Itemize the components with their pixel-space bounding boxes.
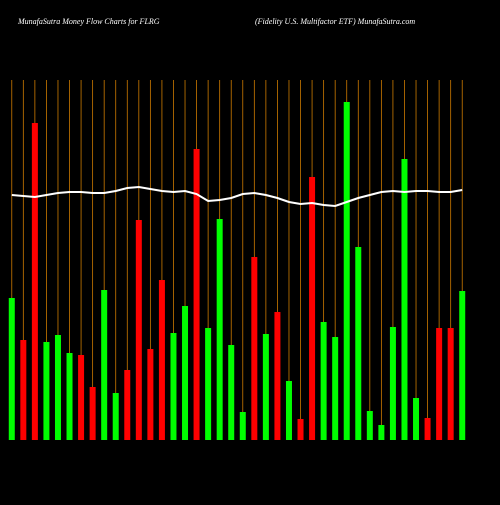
bar bbox=[228, 345, 235, 440]
bar bbox=[378, 425, 385, 440]
bar bbox=[251, 257, 258, 440]
bar bbox=[389, 327, 396, 440]
bar bbox=[436, 328, 443, 440]
bar bbox=[297, 419, 304, 440]
bar bbox=[205, 328, 212, 440]
bar bbox=[447, 328, 454, 440]
bar bbox=[366, 411, 373, 440]
bar bbox=[8, 298, 15, 440]
bar bbox=[54, 335, 61, 440]
bar bbox=[193, 149, 200, 440]
bar bbox=[343, 102, 350, 440]
money-flow-line bbox=[11, 185, 463, 208]
chart-subtitle: (Fidelity U.S. Multifactor ETF) MunafaSu… bbox=[255, 17, 415, 26]
bar bbox=[216, 219, 223, 440]
bar bbox=[101, 290, 108, 440]
bar bbox=[170, 333, 177, 440]
bar bbox=[459, 291, 466, 440]
bar bbox=[31, 123, 38, 440]
bar bbox=[332, 337, 339, 440]
bar bbox=[262, 334, 269, 440]
bar bbox=[112, 393, 119, 440]
bar bbox=[424, 418, 431, 440]
bar bbox=[239, 412, 246, 440]
bar bbox=[20, 340, 27, 440]
bar bbox=[135, 220, 142, 440]
bar bbox=[124, 370, 131, 440]
bar bbox=[158, 280, 165, 440]
bar bbox=[43, 342, 50, 440]
bar bbox=[66, 353, 73, 440]
bar bbox=[78, 355, 85, 440]
bar bbox=[182, 306, 189, 440]
chart-title: MunafaSutra Money Flow Charts for FLRG bbox=[17, 17, 160, 26]
bar bbox=[89, 387, 96, 440]
bar bbox=[147, 349, 154, 440]
bar bbox=[401, 159, 408, 440]
bar bbox=[309, 177, 316, 440]
bar bbox=[274, 312, 281, 440]
bar bbox=[355, 247, 362, 440]
bar bbox=[413, 398, 420, 440]
bar bbox=[285, 381, 292, 440]
bar bbox=[320, 322, 327, 440]
